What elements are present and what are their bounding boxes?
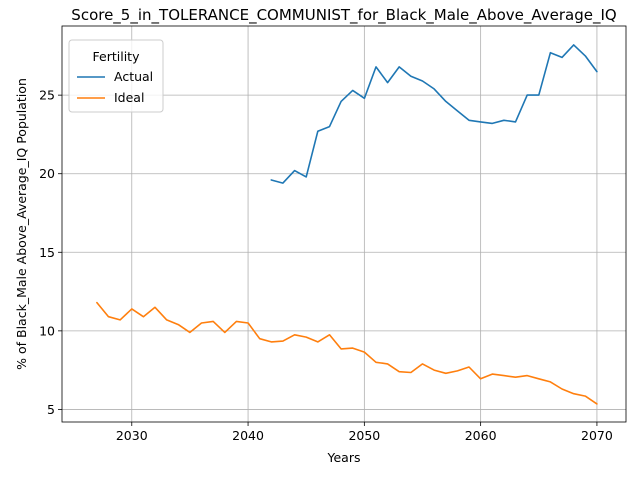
x-axis-ticks: 2030 2040 2050 2060 2070	[116, 422, 613, 443]
y-tick-label: 25	[39, 88, 55, 103]
series-line-ideal	[96, 301, 598, 405]
legend: Fertility Actual Ideal	[68, 39, 164, 113]
y-tick-label: 5	[47, 402, 55, 417]
series-line-actual	[270, 44, 598, 184]
x-tick-label: 2030	[116, 428, 148, 443]
y-axis-label: % of Black_Male Above_Average_IQ Populat…	[14, 78, 29, 370]
x-tick-label: 2070	[581, 428, 613, 443]
legend-box	[68, 39, 164, 113]
chart-title: Score_5_in_TOLERANCE_COMMUNIST_for_Black…	[71, 6, 616, 25]
legend-label-actual: Actual	[114, 69, 153, 84]
legend-title: Fertility	[93, 49, 141, 64]
legend-label-ideal: Ideal	[114, 90, 144, 105]
x-tick-label: 2050	[348, 428, 380, 443]
series-lines	[96, 44, 598, 405]
y-tick-label: 15	[39, 245, 55, 260]
y-tick-label: 10	[39, 323, 55, 338]
plot-frame	[61, 25, 627, 423]
y-axis-ticks: 5 10 15 20 25	[39, 88, 62, 417]
y-tick-label: 20	[39, 166, 55, 181]
x-axis-label: Years	[327, 450, 361, 465]
x-tick-label: 2060	[465, 428, 497, 443]
x-tick-label: 2040	[232, 428, 264, 443]
